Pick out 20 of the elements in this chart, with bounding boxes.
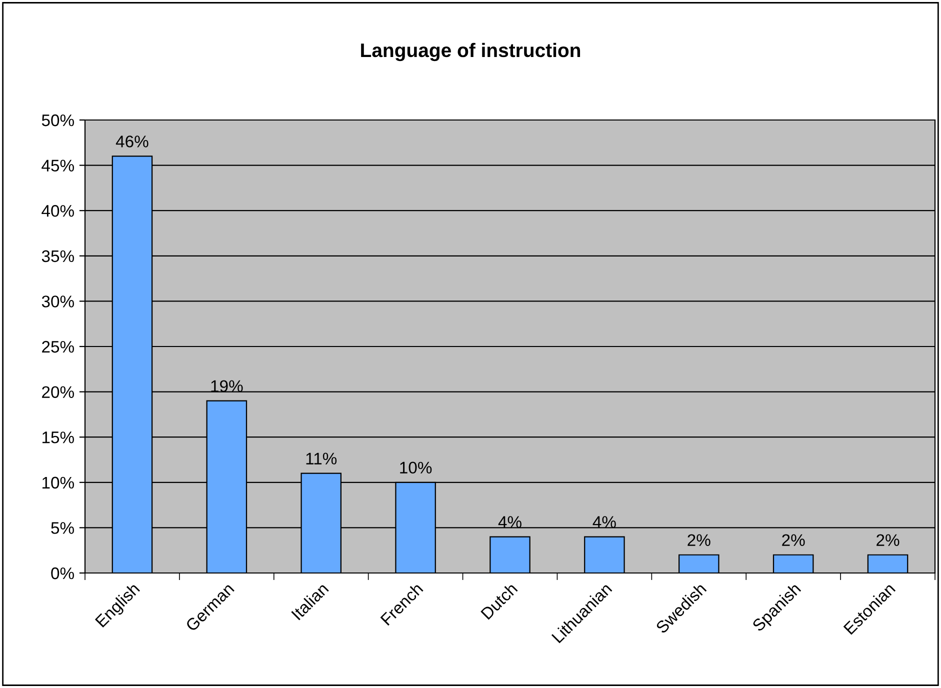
- data-label: 2%: [688, 534, 710, 546]
- data-label: 4%: [592, 516, 616, 528]
- y-tick-label: 0%: [51, 567, 74, 580]
- data-label: 11%: [306, 452, 337, 464]
- y-tick-label: 30%: [42, 296, 74, 308]
- y-tick-label: 40%: [42, 205, 74, 217]
- data-label: 4%: [498, 516, 522, 528]
- data-label: 46%: [116, 136, 148, 148]
- y-tick-label: 5%: [51, 522, 74, 534]
- y-tick-label: 10%: [42, 476, 74, 489]
- y-tick-label: 20%: [42, 386, 74, 398]
- y-tick-label: 15%: [42, 432, 74, 444]
- y-tick-label: 50%: [42, 114, 74, 126]
- y-tick-label: 35%: [42, 250, 74, 262]
- data-label: 10%: [400, 462, 432, 474]
- y-tick-label: 45%: [42, 160, 74, 172]
- data-label: 2%: [876, 534, 900, 546]
- data-label: 2%: [782, 534, 805, 546]
- chart-title: Language of instruction: [361, 42, 580, 62]
- y-tick-label: 25%: [42, 340, 74, 353]
